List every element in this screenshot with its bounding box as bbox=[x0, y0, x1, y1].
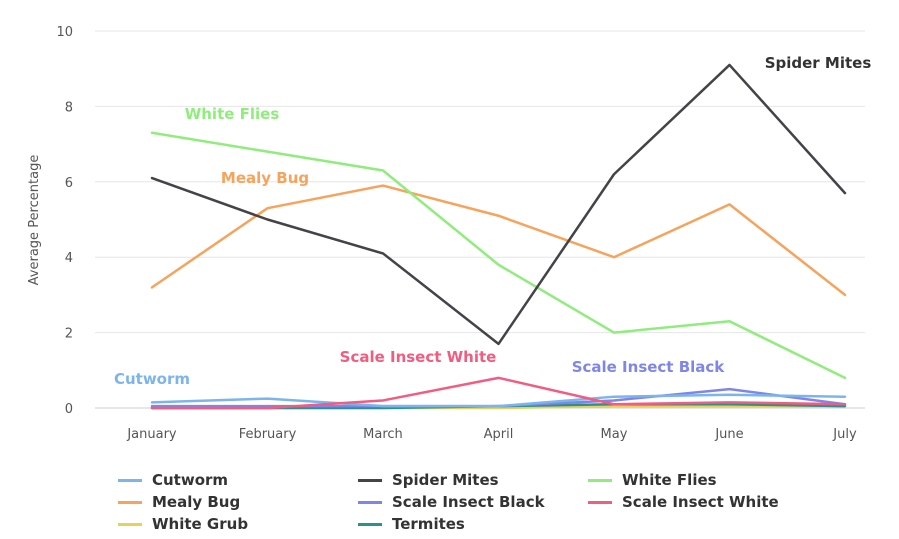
legend-item[interactable]: Termites bbox=[358, 514, 465, 534]
series-line-white-flies bbox=[150, 131, 847, 380]
annotation-cutworm: Cutworm bbox=[114, 370, 190, 388]
legend-label: Mealy Bug bbox=[152, 493, 241, 511]
annotation-mealy-bug: Mealy Bug bbox=[221, 169, 309, 187]
legend-swatch bbox=[118, 500, 142, 504]
legend-swatch bbox=[118, 522, 142, 526]
legend-swatch bbox=[588, 500, 612, 504]
x-axis-ticks: January February March April May June July bbox=[126, 427, 857, 442]
x-tick-label: July bbox=[832, 427, 857, 442]
x-tick-label: January bbox=[126, 427, 177, 442]
legend-item[interactable]: Mealy Bug bbox=[118, 492, 240, 512]
legend-swatch bbox=[358, 500, 382, 504]
series-line-cutworm bbox=[150, 393, 847, 408]
annotation-scale-insect-black: Scale Insect Black bbox=[572, 358, 726, 376]
legend-item[interactable]: Spider Mites bbox=[358, 470, 499, 490]
series-annotations: Spider Mites White Flies Mealy Bug Scale In… bbox=[114, 54, 871, 388]
x-tick-label: February bbox=[239, 427, 297, 442]
legend-item[interactable]: Scale Insect Black bbox=[358, 492, 545, 512]
y-tick-label: 10 bbox=[56, 25, 73, 40]
legend-label: Termites bbox=[392, 515, 465, 533]
x-tick-label: April bbox=[484, 427, 514, 442]
y-tick-label: 6 bbox=[65, 176, 73, 191]
legend-item[interactable]: White Flies bbox=[588, 470, 717, 490]
annotation-spider-mites: Spider Mites bbox=[765, 54, 872, 72]
legend-label: Spider Mites bbox=[392, 471, 499, 489]
legend-swatch bbox=[588, 478, 612, 482]
legend-swatch bbox=[118, 478, 142, 482]
legend-item[interactable]: Scale Insect White bbox=[588, 492, 779, 512]
grid-lines bbox=[95, 30, 865, 409]
legend-item[interactable]: Cutworm bbox=[118, 470, 228, 490]
series-lines bbox=[150, 63, 847, 410]
annotation-scale-insect-white: Scale Insect White bbox=[340, 348, 497, 366]
y-axis-ticks: 0 2 4 6 8 10 bbox=[56, 25, 73, 417]
legend-swatch bbox=[358, 478, 382, 482]
annotation-white-flies: White Flies bbox=[185, 105, 280, 123]
y-tick-label: 2 bbox=[65, 327, 73, 342]
legend-label: White Grub bbox=[152, 515, 249, 533]
y-tick-label: 8 bbox=[65, 100, 73, 115]
legend-item[interactable]: White Grub bbox=[118, 514, 248, 534]
legend-label: Scale Insect White bbox=[622, 493, 779, 511]
legend-swatch bbox=[358, 522, 382, 526]
series-line-mealy-bug bbox=[150, 184, 847, 297]
legend-label: White Flies bbox=[622, 471, 717, 489]
x-tick-label: May bbox=[601, 427, 628, 442]
y-tick-label: 0 bbox=[65, 402, 73, 417]
y-tick-label: 4 bbox=[65, 251, 73, 266]
series-line-scale-insect-white bbox=[150, 376, 847, 410]
legend-label: Cutworm bbox=[152, 471, 229, 489]
x-tick-label: June bbox=[714, 427, 743, 442]
y-axis-label: Average Percentage bbox=[27, 155, 42, 286]
x-tick-label: March bbox=[363, 427, 403, 442]
series-line-spider-mites bbox=[150, 63, 847, 346]
legend-label: Scale Insect Black bbox=[392, 493, 545, 511]
